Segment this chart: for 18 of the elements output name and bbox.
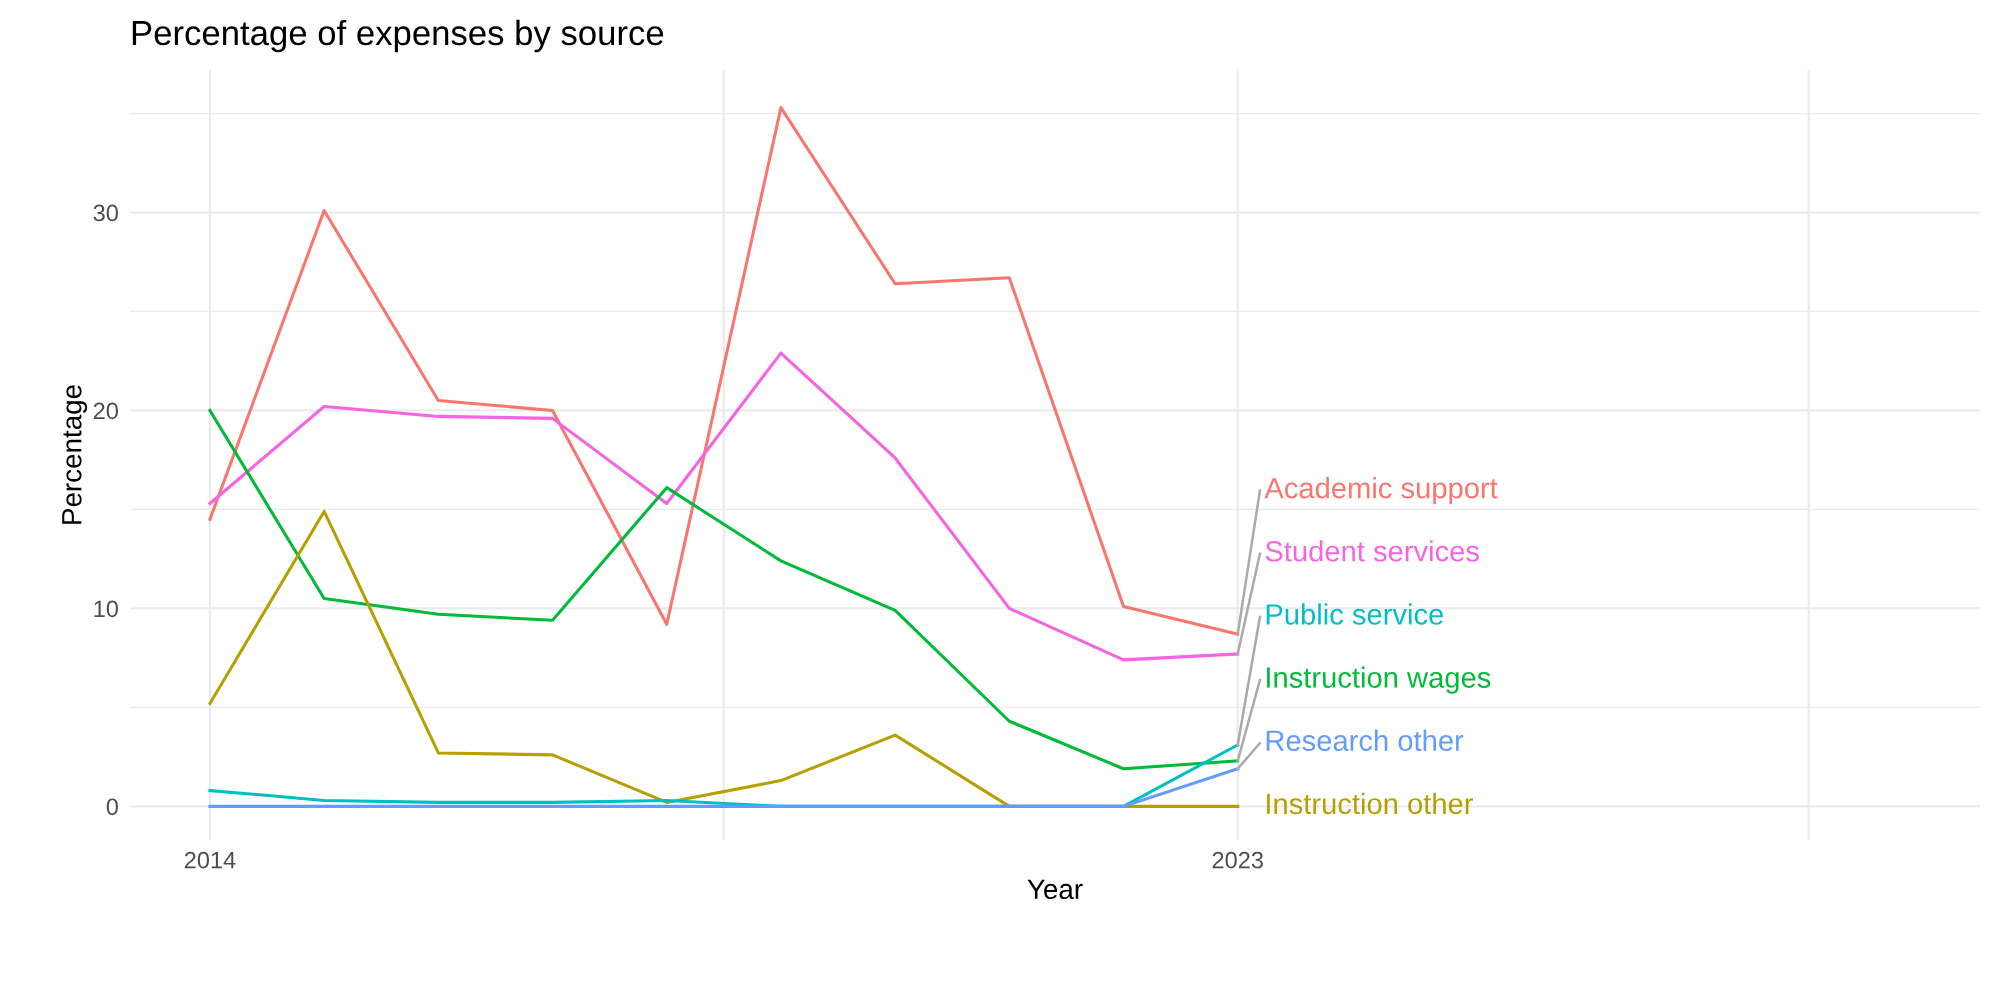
line-series — [208, 351, 1240, 662]
line-series — [208, 408, 1240, 771]
text: Instruction wages — [1267, 666, 1491, 694]
text: Academic support — [1264, 477, 1498, 505]
y-tick-label: 30 — [93, 204, 118, 222]
text: Student services — [1265, 540, 1479, 562]
y-tick-label: 0 — [106, 798, 118, 816]
text: Public service — [1266, 603, 1443, 625]
x-tick-label: 2014 — [184, 851, 236, 869]
series-label: Research other — [1266, 729, 1464, 752]
y-tick-label: 10 — [94, 600, 118, 618]
series-label: Instruction other — [1267, 792, 1474, 815]
line-series — [208, 106, 1240, 636]
y-tick-label: 20 — [93, 402, 118, 420]
x-axis-title: Year — [1027, 879, 1083, 900]
chart-title: Percentage of expenses by source — [132, 19, 664, 53]
y-axis-title: Percentage — [62, 385, 88, 524]
x-tick-label: 2023 — [1212, 851, 1263, 869]
